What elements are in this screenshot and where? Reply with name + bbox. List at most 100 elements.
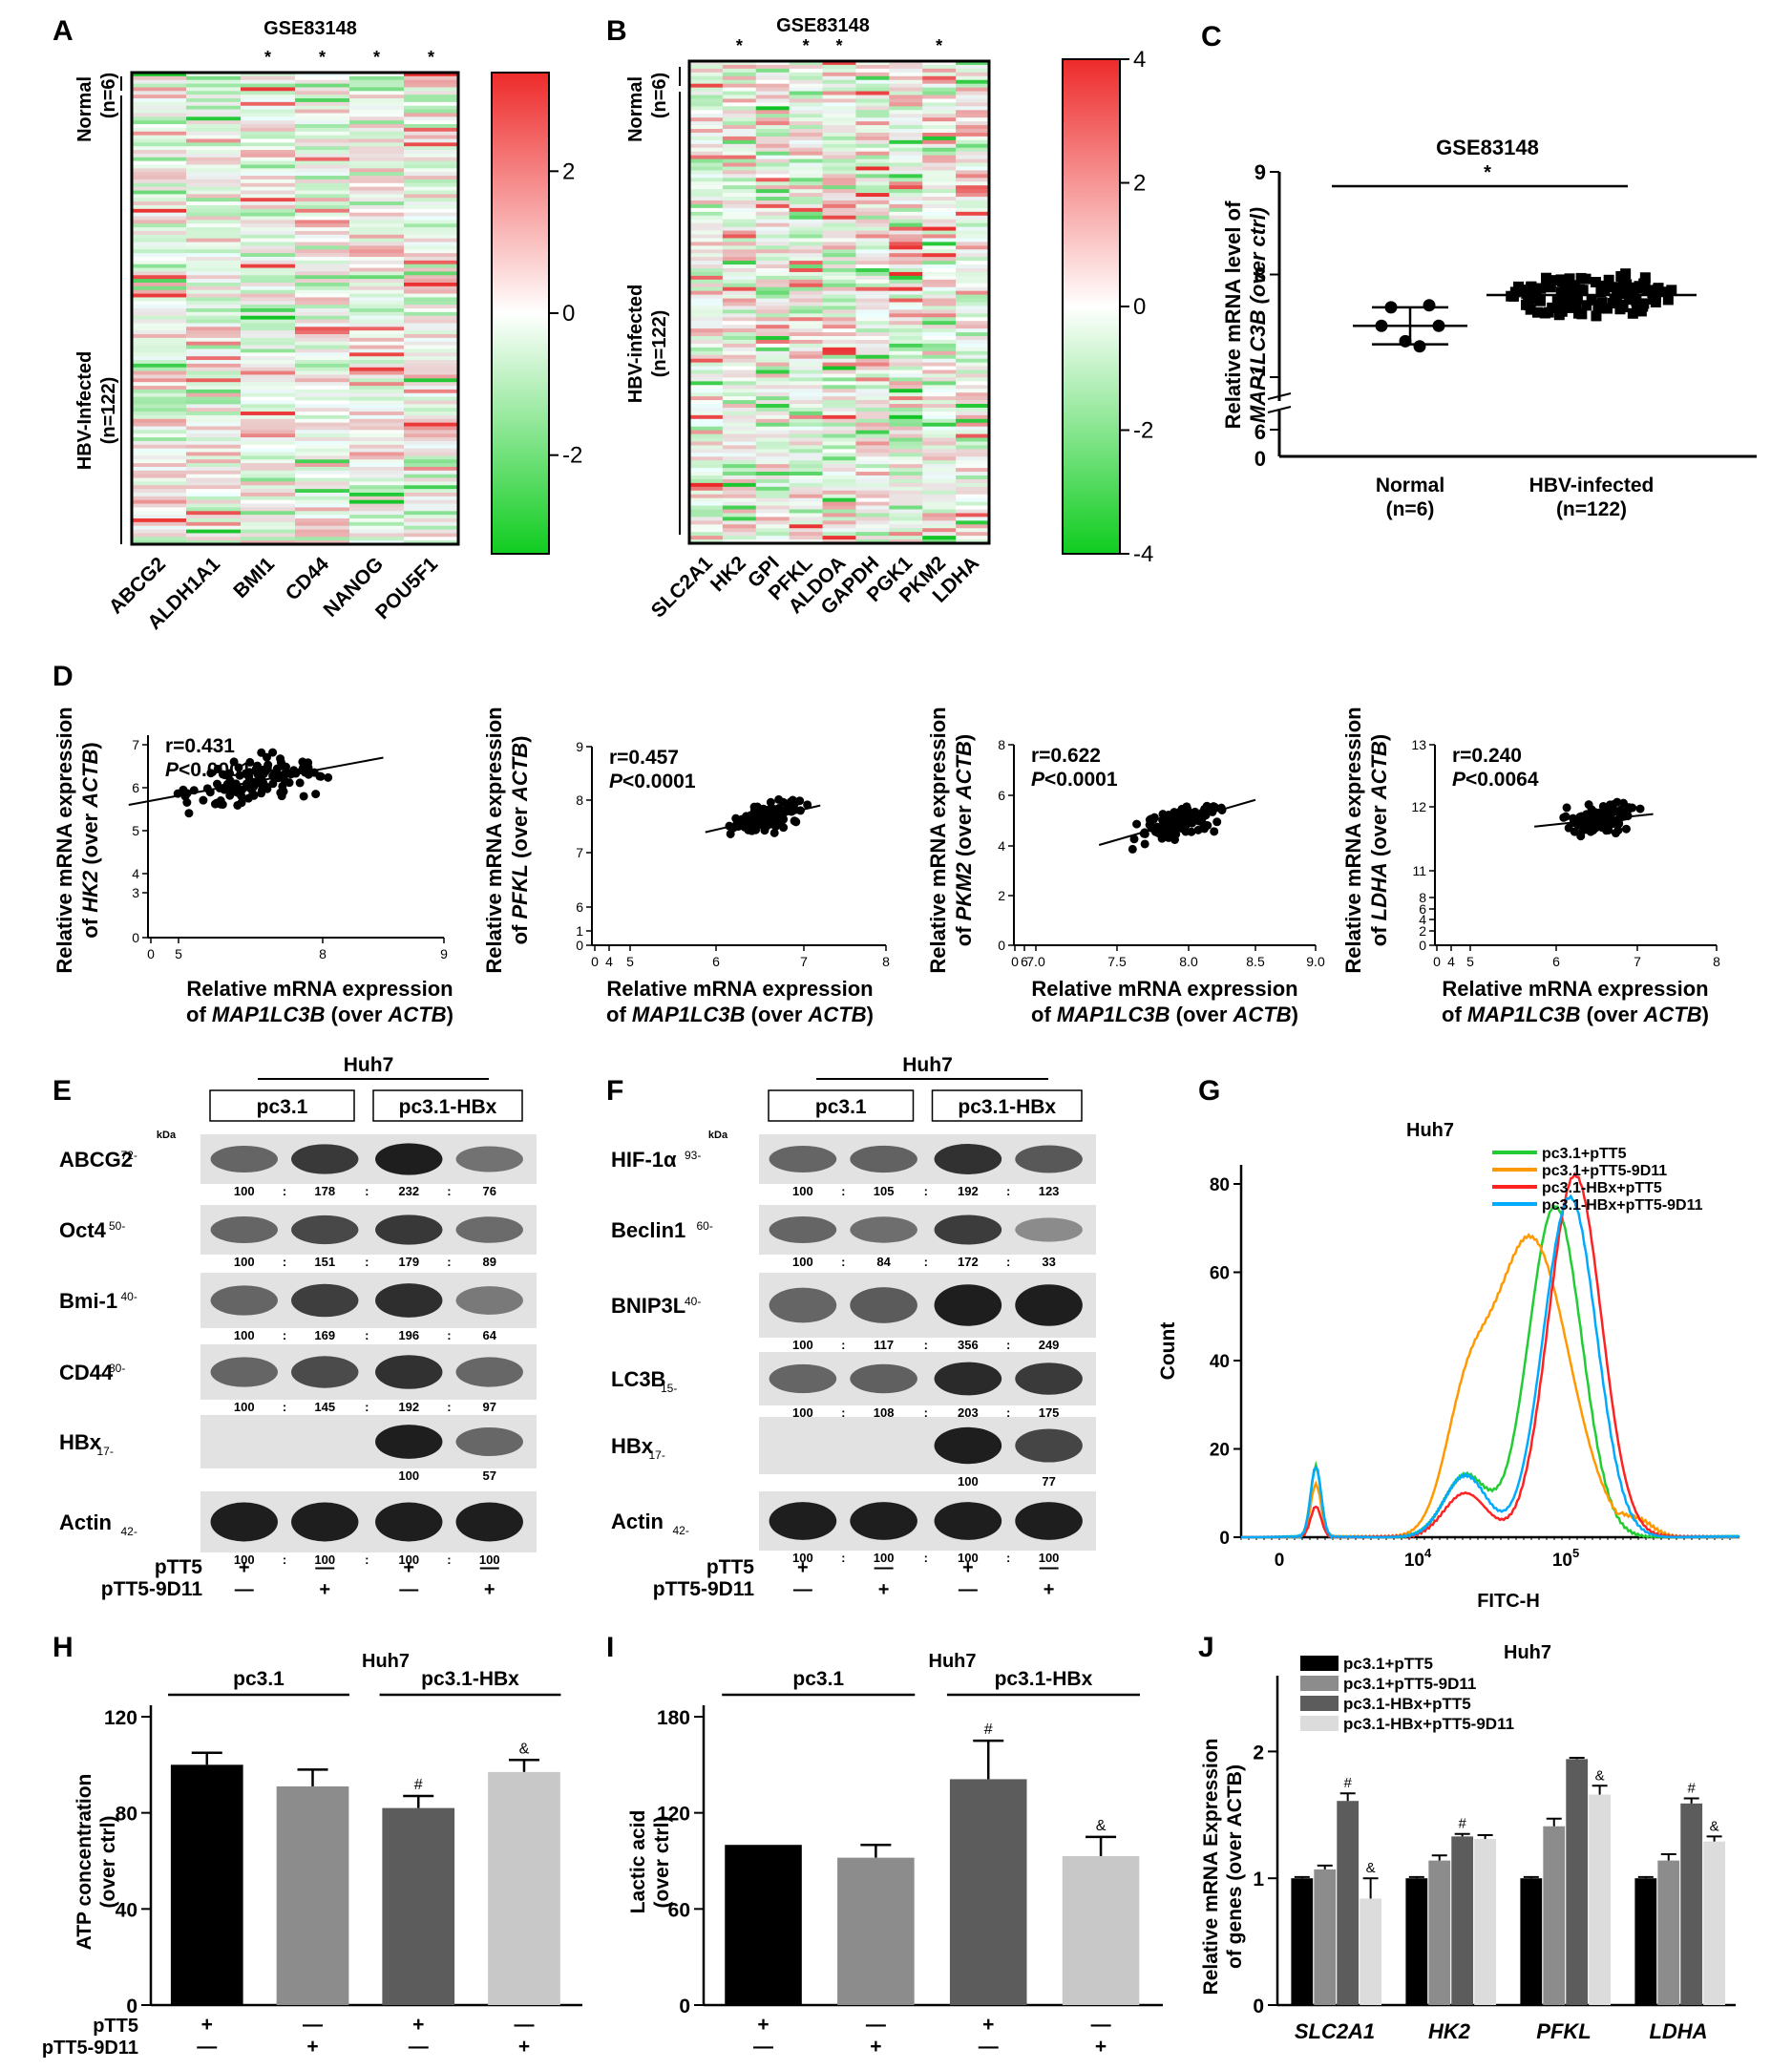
heatmap-cell (349, 267, 405, 272)
c-xlabel: (n=122) (1556, 498, 1627, 520)
heatmap-cell (186, 230, 242, 236)
heatmap-cell (855, 151, 890, 157)
heatmap-cell (822, 407, 856, 412)
heatmap-cell (722, 472, 757, 476)
heatmap-cell (186, 323, 242, 327)
heatmap-cell (186, 337, 242, 343)
heatmap-cell (789, 290, 824, 296)
heatmap-cell (922, 72, 957, 77)
heatmap-cell (889, 264, 923, 269)
heatmap-cell (755, 366, 791, 371)
tick-label: 4 (1447, 954, 1455, 969)
heatmap-cell (186, 418, 242, 424)
heatmap-cell (349, 194, 405, 199)
mw-label: 40- (121, 1290, 137, 1303)
tick-label: 80 (116, 1804, 137, 1826)
heatmap-cell (186, 540, 242, 545)
heatmap-cell (789, 456, 824, 461)
heatmap-cell (722, 242, 757, 246)
heatmap-cell (855, 136, 890, 141)
heatmap-cell (295, 267, 350, 272)
heatmap-cell (789, 136, 824, 141)
heatmap-cell (722, 200, 757, 205)
heatmap-cell (404, 168, 459, 173)
fit-line (1098, 798, 1256, 846)
heatmap-cell (889, 437, 923, 442)
heatmap-cell (295, 253, 350, 258)
heatmap-cell (132, 138, 187, 143)
heatmap-cell (722, 215, 757, 221)
heatmap-cell (241, 293, 296, 298)
heatmap-cell (722, 373, 757, 378)
heatmap-cell (855, 494, 890, 499)
heatmap-cell (349, 83, 405, 88)
heatmap-cell (295, 463, 350, 468)
heatmap-cell (186, 253, 242, 258)
heatmap-cell (855, 354, 890, 360)
heatmap-cell (241, 360, 296, 365)
heatmap-cell (822, 114, 856, 118)
heatmap-cell (755, 396, 791, 401)
heatmap-cell (186, 356, 242, 361)
heatmap-cell (822, 418, 856, 424)
heatmap-cell (349, 245, 405, 250)
heatmap-cell (855, 290, 890, 296)
heatmap-cell (295, 433, 350, 438)
mw-label: 50- (109, 1219, 125, 1233)
heatmap-cell (822, 75, 856, 81)
panel-letter-B: B (606, 15, 627, 47)
treatment-sign: — (235, 1579, 254, 1600)
heatmap-cell (722, 203, 757, 209)
heatmap-cell (956, 158, 990, 164)
heatmap-cell (241, 230, 296, 236)
quant-value: 100 (792, 1551, 813, 1565)
heatmap-cell (889, 151, 923, 157)
heatmap-cell (349, 208, 405, 214)
bar-pc3.1-HBx+pTT5 (1566, 1759, 1589, 2005)
heatmap-cell (922, 358, 957, 364)
heatmap-cell (889, 253, 923, 258)
heatmap-cell (789, 392, 824, 397)
heatmap-cell (789, 162, 824, 167)
heatmap-cell (404, 378, 459, 383)
heatmap-cell (922, 271, 957, 277)
quant-sep: : (924, 1405, 928, 1420)
heatmap-cell (241, 511, 296, 516)
protein-band (769, 1215, 837, 1244)
heatmap-cell (404, 179, 459, 184)
heatmap-cell (404, 404, 459, 409)
data-point (1413, 340, 1426, 353)
ptt5-label: pTT5 (93, 2016, 138, 2037)
heatmap-cell (755, 166, 791, 171)
heatmap-cell (404, 198, 459, 202)
heatmap-cell (404, 459, 459, 464)
heatmap-cell (822, 497, 856, 503)
heatmap-cell (822, 162, 856, 167)
heatmap-cell (755, 539, 791, 544)
protein-band (375, 1215, 443, 1245)
kda-label: kDa (157, 1130, 177, 1141)
heatmap-cell (241, 208, 296, 214)
heatmap-cell (789, 411, 824, 416)
heatmap-cell (349, 525, 405, 531)
heatmap-cell (789, 520, 824, 525)
heatmap-cell (241, 404, 296, 409)
data-point (237, 792, 246, 801)
heatmap-cell (689, 453, 724, 457)
heatmap-cell (689, 490, 724, 496)
panel-letter-D: D (53, 661, 74, 692)
heatmap-cell (956, 501, 990, 507)
heatmap-cell (855, 497, 890, 503)
heatmap-cell (186, 208, 242, 214)
heatmap-cell (404, 153, 459, 158)
heatmap-cell (922, 362, 957, 368)
heatmap-cell (689, 166, 724, 171)
data-point (1612, 284, 1623, 295)
heatmap-cell (822, 189, 856, 194)
heatmap-cell (295, 285, 350, 291)
heatmap-cell (241, 452, 296, 456)
heatmap-cell (689, 264, 724, 269)
heatmap-cell (404, 293, 459, 298)
heatmap-cell (349, 408, 405, 412)
